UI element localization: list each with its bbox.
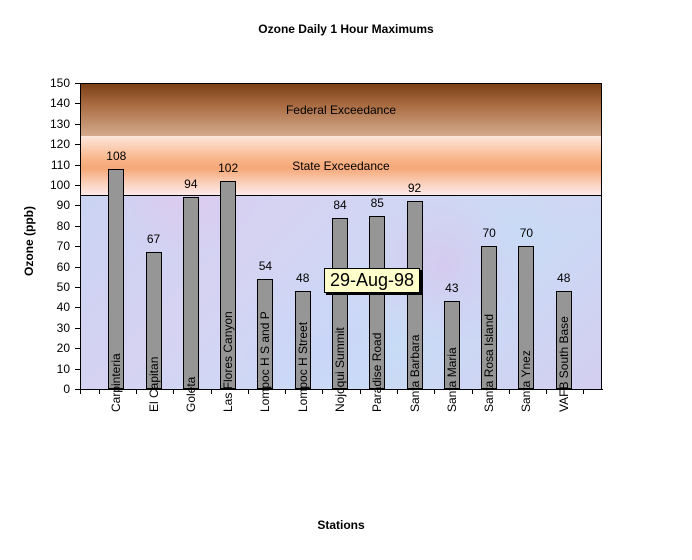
y-tick-label: 100 (49, 178, 70, 192)
y-tick-label: 150 (49, 76, 70, 90)
y-tick (75, 368, 80, 370)
bar[interactable] (257, 278, 274, 389)
bar[interactable] (481, 246, 498, 389)
x-tick (285, 389, 286, 394)
x-tick (472, 389, 473, 394)
y-tick (75, 83, 80, 84)
x-category-label: Lompoc H Street (295, 321, 310, 412)
x-category-label: Santa Maria (444, 347, 459, 412)
y-tick-label: 40 (56, 300, 70, 315)
y-tick-label: 140 (49, 96, 70, 111)
data-label: 48 (557, 271, 571, 286)
x-tick (434, 389, 435, 394)
data-label: 67 (146, 232, 161, 247)
y-tick (75, 266, 80, 268)
x-category-label: Santa Ynez (519, 350, 534, 412)
bar[interactable] (145, 252, 162, 389)
x-category-label: Lompoc H S and P (258, 311, 273, 412)
data-label: 43 (445, 281, 459, 296)
bar[interactable] (182, 197, 199, 389)
x-category-label: Carpinteria (109, 353, 124, 412)
x-axis (80, 389, 603, 390)
x-category-label: VAFB South Base (556, 316, 571, 412)
y-tick (75, 246, 80, 248)
data-label: 94 (184, 177, 198, 192)
data-label: 70 (482, 226, 496, 241)
data-label: 92 (407, 181, 422, 196)
bar[interactable] (220, 180, 237, 389)
x-tick (583, 389, 584, 394)
y-tick-label: 10 (56, 361, 70, 376)
data-label: 85 (370, 195, 384, 210)
y-tick (75, 307, 80, 309)
y-tick-label: 0 (63, 382, 70, 396)
x-category-label: Nojoqui Summit (333, 327, 347, 412)
y-tick (75, 185, 80, 186)
data-label: 48 (296, 271, 310, 286)
bar[interactable] (555, 291, 572, 389)
x-tick (99, 389, 100, 394)
bar[interactable] (108, 168, 125, 389)
chart-title: Ozone Daily 1 Hour Maximums (258, 22, 434, 36)
bar[interactable] (443, 301, 460, 389)
x-tick (80, 389, 81, 394)
x-tick (136, 389, 137, 394)
y-tick-label: 130 (49, 116, 70, 131)
date-tooltip: 29-Aug-98 (324, 268, 421, 293)
y-tick-label: 70 (56, 239, 70, 254)
bar[interactable] (518, 246, 535, 389)
y-axis (80, 83, 81, 390)
y-tick (75, 348, 80, 350)
data-label: 84 (333, 197, 347, 212)
x-tick (322, 389, 323, 394)
band-label: State Exceedance (292, 158, 390, 173)
y-tick (75, 287, 80, 288)
y-tick (75, 144, 80, 146)
y-tick (75, 103, 80, 105)
x-category-label: Santa Rosa Island (482, 313, 497, 412)
y-tick-label: 20 (56, 341, 70, 356)
data-label: 54 (258, 258, 273, 273)
band-label: Federal Exceedance (285, 102, 397, 117)
y-tick (75, 225, 80, 227)
x-tick (509, 389, 510, 394)
y-tick (75, 389, 80, 390)
bar[interactable] (294, 291, 311, 389)
data-label: 70 (519, 226, 534, 241)
state-exceedance-band: State Exceedance (80, 136, 602, 197)
y-tick-label: 80 (56, 218, 70, 233)
data-label: 108 (106, 148, 127, 163)
x-tick (360, 389, 361, 394)
bar[interactable] (332, 217, 348, 389)
x-tick (397, 389, 398, 394)
data-label: 102 (218, 160, 239, 175)
y-tick-label: 50 (56, 280, 70, 294)
x-category-label: El Capitan (146, 356, 161, 412)
y-tick-label: 30 (56, 320, 70, 335)
y-tick-label: 90 (56, 198, 70, 213)
plot-area: Federal Exceedance State Exceedance 108 67 9… (80, 83, 602, 389)
y-tick-label: 110 (50, 157, 70, 172)
federal-exceedance-band: Federal Exceedance (80, 83, 602, 138)
bar[interactable] (406, 201, 423, 389)
x-category-label: Paradise Road (370, 332, 385, 412)
x-axis-title: Stations (317, 518, 365, 532)
x-category-label: Las Flores Canyon (221, 311, 236, 412)
y-tick (75, 164, 80, 166)
x-tick (248, 389, 249, 394)
x-category-label: Goleta (183, 376, 198, 412)
y-tick-label: 60 (56, 259, 70, 274)
y-tick (75, 327, 80, 329)
y-tick-label: 120 (49, 137, 70, 152)
bar[interactable] (369, 215, 386, 389)
x-tick (546, 389, 547, 394)
x-tick (211, 389, 212, 394)
x-category-label: Santa Barbara (407, 334, 422, 412)
y-tick (75, 123, 80, 125)
y-axis-title: Ozone (ppb) (22, 206, 36, 276)
x-tick (173, 389, 174, 394)
y-tick (75, 205, 80, 207)
